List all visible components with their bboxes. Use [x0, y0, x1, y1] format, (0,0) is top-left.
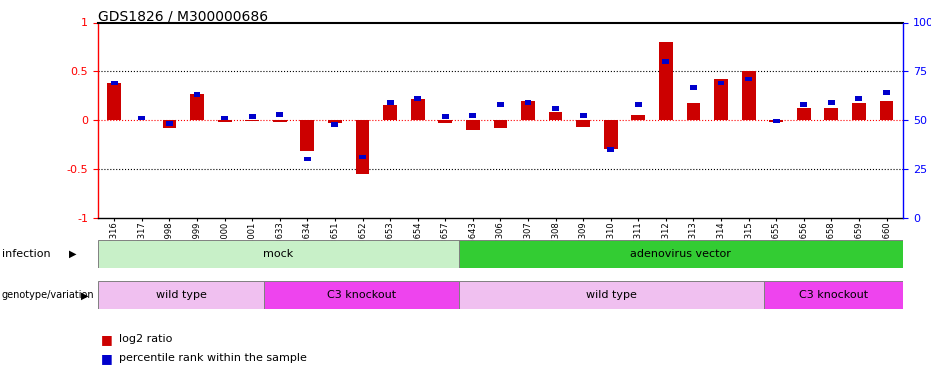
Bar — [856, 96, 862, 101]
Bar — [359, 154, 366, 159]
Bar — [742, 71, 756, 120]
Bar — [459, 240, 903, 268]
Bar — [604, 120, 617, 149]
Bar — [686, 104, 700, 120]
Bar — [635, 102, 641, 107]
Bar — [273, 120, 287, 122]
Text: wild type: wild type — [586, 290, 637, 300]
Text: adenovirus vector: adenovirus vector — [630, 249, 732, 259]
Bar — [521, 100, 535, 120]
Text: mock: mock — [263, 249, 293, 259]
Bar — [548, 112, 562, 120]
Bar — [439, 120, 452, 123]
Bar — [880, 100, 894, 120]
Bar — [580, 112, 587, 118]
Text: percentile rank within the sample: percentile rank within the sample — [119, 353, 307, 363]
Bar — [801, 102, 807, 107]
Bar — [304, 157, 311, 161]
Bar — [825, 108, 838, 120]
Bar — [194, 92, 200, 97]
Bar — [659, 42, 673, 120]
Bar — [166, 122, 173, 126]
Text: C3 knockout: C3 knockout — [327, 290, 396, 300]
Bar — [797, 108, 811, 120]
Text: log2 ratio: log2 ratio — [119, 334, 172, 344]
Bar — [222, 116, 228, 120]
Bar — [245, 120, 259, 121]
Bar — [714, 79, 728, 120]
Text: infection: infection — [2, 249, 50, 259]
Text: ▶: ▶ — [69, 249, 76, 259]
Bar — [301, 120, 315, 151]
Bar — [493, 120, 507, 128]
Bar — [764, 281, 903, 309]
Bar — [459, 281, 764, 309]
Text: wild type: wild type — [155, 290, 207, 300]
Text: ■: ■ — [101, 333, 113, 346]
Bar — [107, 83, 121, 120]
Bar — [442, 114, 449, 118]
Bar — [411, 99, 425, 120]
Bar — [190, 94, 204, 120]
Bar — [331, 122, 338, 128]
Text: genotype/variation: genotype/variation — [2, 291, 94, 300]
Bar — [111, 81, 117, 86]
Bar — [414, 96, 421, 101]
Bar — [497, 102, 504, 107]
Bar — [384, 105, 397, 120]
Bar — [277, 112, 283, 117]
Bar — [852, 104, 866, 120]
Bar — [769, 120, 783, 122]
Text: ▶: ▶ — [81, 291, 88, 300]
Bar — [607, 147, 614, 152]
Bar — [552, 106, 559, 111]
Bar — [718, 81, 724, 86]
Bar — [828, 100, 835, 105]
Bar — [98, 281, 264, 309]
Bar — [249, 114, 256, 118]
Bar — [139, 116, 145, 120]
Bar — [218, 120, 232, 122]
Bar — [773, 118, 779, 123]
Bar — [264, 281, 459, 309]
Bar — [386, 100, 394, 105]
Bar — [884, 90, 890, 95]
Text: C3 knockout: C3 knockout — [799, 290, 869, 300]
Bar — [576, 120, 590, 127]
Bar — [469, 112, 477, 118]
Bar — [690, 86, 697, 90]
Bar — [163, 120, 176, 128]
Bar — [524, 100, 532, 105]
Bar — [328, 120, 342, 123]
Bar — [466, 120, 479, 130]
Bar — [356, 120, 370, 174]
Text: GDS1826 / M300000686: GDS1826 / M300000686 — [98, 9, 268, 23]
Text: ■: ■ — [101, 352, 113, 364]
Bar — [745, 76, 752, 81]
Bar — [663, 59, 669, 64]
Bar — [98, 240, 459, 268]
Bar — [631, 115, 645, 120]
